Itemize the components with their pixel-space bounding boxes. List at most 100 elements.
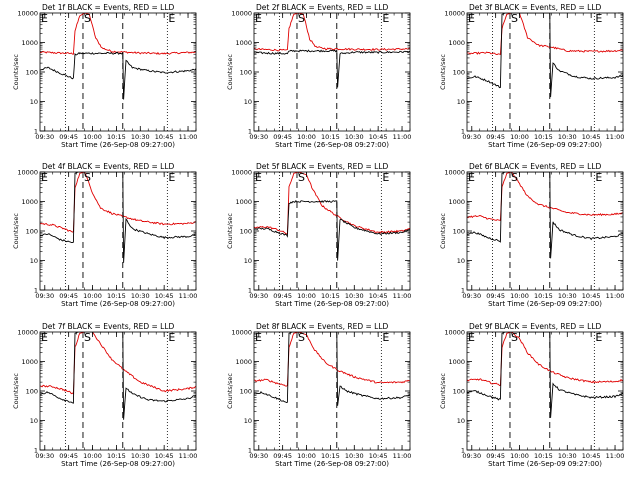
- y-tick-label: 1: [34, 127, 38, 135]
- y-tick-label: 1: [461, 446, 465, 454]
- event-marker-label: S: [84, 171, 91, 184]
- x-tick-label: 10:30: [558, 292, 577, 300]
- series-group: [40, 172, 196, 263]
- x-tick-label: 09:45: [486, 292, 505, 300]
- y-tick-label: 10000: [17, 328, 38, 336]
- panel-title: Det 9f BLACK = Events, RED = LLD: [469, 322, 602, 331]
- events-series-line: [40, 332, 196, 420]
- series-group: [467, 332, 623, 418]
- lld-series-line: [254, 172, 410, 235]
- event-marker-label: E: [595, 12, 602, 25]
- x-tick-label: 10:45: [582, 292, 601, 300]
- y-tick-label: 1: [248, 446, 252, 454]
- panel-4: Det 4f BLACK = Events, RED = LLD 1 10 100 10…: [12, 162, 197, 308]
- panel-title: Det 6f BLACK = Events, RED = LLD: [469, 162, 602, 171]
- events-series-line: [254, 199, 410, 261]
- event-marker-label: E: [41, 171, 48, 184]
- y-axis-label: Counts/sec: [439, 213, 447, 249]
- x-axis-label: Start Time (26-Sep-09 09:27:00): [488, 300, 602, 308]
- x-tick-label: 10:15: [534, 452, 553, 460]
- y-axis-label: Counts/sec: [12, 54, 20, 90]
- x-axis-label: Start Time (26-Sep-09 09:27:00): [488, 141, 602, 149]
- x-tick-label: 11:00: [393, 133, 412, 141]
- panel-9: Det 9f BLACK = Events, RED = LLD 1 10 100 10…: [439, 322, 624, 468]
- x-tick-label: 10:45: [369, 292, 388, 300]
- event-marker-label: E: [382, 171, 389, 184]
- event-marker-label: E: [255, 12, 262, 25]
- event-marker-label: E: [255, 171, 262, 184]
- panel-7: Det 7f BLACK = Events, RED = LLD 1 10 100 10…: [12, 322, 197, 468]
- lld-series-line: [467, 172, 623, 221]
- x-tick-label: 10:30: [345, 452, 364, 460]
- y-tick-label: 1000: [235, 358, 252, 366]
- y-tick-label: 1: [34, 286, 38, 294]
- lld-series-line: [40, 332, 196, 395]
- event-marker-label: S: [298, 12, 305, 25]
- panel-1: Det 1f BLACK = Events, RED = LLD 1 10 100 10…: [12, 3, 197, 149]
- y-tick-label: 1: [34, 446, 38, 454]
- y-tick-label: 100: [453, 387, 465, 395]
- x-tick-label: 10:30: [558, 452, 577, 460]
- x-tick-label: 10:15: [107, 133, 126, 141]
- series-group: [467, 172, 623, 259]
- y-tick-label: 10000: [17, 168, 38, 176]
- x-tick-label: 11:00: [179, 133, 198, 141]
- events-series-line: [467, 172, 623, 259]
- y-tick-label: 10: [244, 98, 252, 106]
- x-tick-label: 10:00: [510, 292, 529, 300]
- panel-3: Det 3f BLACK = Events, RED = LLD 1 10 100 10…: [439, 3, 624, 149]
- event-marker-label: S: [511, 171, 518, 184]
- panel-title: Det 3f BLACK = Events, RED = LLD: [469, 3, 602, 12]
- y-axis-label: Counts/sec: [226, 373, 234, 409]
- events-series-line: [467, 332, 623, 418]
- x-tick-label: 10:00: [297, 452, 316, 460]
- events-series-line: [467, 13, 623, 98]
- x-tick-label: 10:15: [321, 133, 340, 141]
- events-series-line: [40, 172, 196, 263]
- x-axis-label: Start Time (26-Sep-08 09:27:00): [275, 460, 389, 468]
- y-tick-label: 1000: [235, 39, 252, 47]
- y-tick-label: 1000: [448, 39, 465, 47]
- y-axis-label: Counts/sec: [12, 373, 20, 409]
- panel-title: Det 1f BLACK = Events, RED = LLD: [42, 3, 175, 12]
- x-tick-label: 10:00: [83, 452, 102, 460]
- x-tick-label: 09:30: [249, 133, 268, 141]
- x-tick-label: 09:30: [35, 133, 54, 141]
- x-tick-label: 09:45: [273, 133, 292, 141]
- lld-series-line: [254, 13, 410, 52]
- x-tick-label: 10:30: [131, 133, 150, 141]
- x-tick-label: 10:45: [369, 452, 388, 460]
- x-tick-label: 10:00: [83, 133, 102, 141]
- y-tick-label: 100: [453, 68, 465, 76]
- event-marker-label: E: [382, 12, 389, 25]
- y-tick-label: 1000: [448, 358, 465, 366]
- x-tick-label: 10:30: [345, 292, 364, 300]
- x-tick-label: 09:30: [249, 292, 268, 300]
- event-marker-label: E: [468, 331, 475, 344]
- x-tick-label: 10:15: [534, 292, 553, 300]
- plot-frame: [253, 12, 411, 132]
- events-series-line: [254, 332, 410, 406]
- x-axis-label: Start Time (26-Sep-08 09:27:00): [61, 300, 175, 308]
- series-group: [467, 13, 623, 98]
- x-tick-label: 10:00: [83, 292, 102, 300]
- y-tick-label: 100: [453, 227, 465, 235]
- y-tick-label: 1000: [235, 198, 252, 206]
- lld-series-line: [254, 332, 410, 387]
- y-tick-label: 10000: [444, 9, 465, 17]
- x-tick-label: 10:15: [107, 452, 126, 460]
- x-tick-label: 10:30: [558, 133, 577, 141]
- plot-frame: [466, 171, 624, 291]
- x-tick-label: 11:00: [606, 452, 625, 460]
- y-tick-label: 10: [244, 257, 252, 265]
- x-tick-label: 11:00: [179, 452, 198, 460]
- x-tick-label: 11:00: [606, 292, 625, 300]
- event-marker-label: E: [595, 331, 602, 344]
- y-tick-label: 10: [30, 98, 38, 106]
- y-axis-label: Counts/sec: [12, 213, 20, 249]
- plot-frame: [466, 331, 624, 451]
- x-tick-label: 10:45: [155, 452, 174, 460]
- y-tick-label: 10000: [444, 328, 465, 336]
- series-group: [40, 13, 196, 100]
- x-tick-label: 09:45: [486, 133, 505, 141]
